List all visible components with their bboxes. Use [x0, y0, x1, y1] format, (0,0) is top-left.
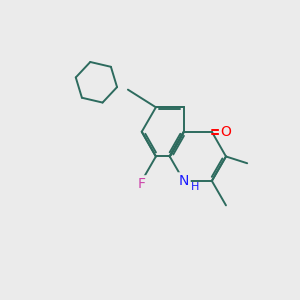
Text: H: H — [191, 182, 199, 192]
Text: O: O — [220, 125, 231, 139]
Text: N: N — [179, 174, 189, 188]
Text: F: F — [138, 177, 146, 191]
